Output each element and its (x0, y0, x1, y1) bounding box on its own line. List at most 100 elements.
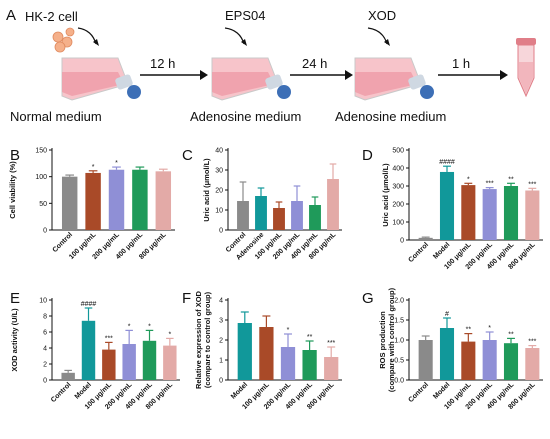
arrowhead-icon (200, 70, 208, 80)
bar (259, 327, 274, 380)
significance-marker: * (168, 331, 171, 338)
cell-cluster-icon (52, 27, 75, 53)
y-tick-label: 4 (219, 298, 223, 305)
arrowhead-icon (500, 70, 508, 80)
y-tick-label: 4 (43, 346, 47, 353)
y-tick-label: 40 (215, 148, 223, 155)
category-label: Control (50, 381, 73, 404)
bar (85, 172, 101, 230)
bar (302, 350, 317, 380)
arrowhead-icon (345, 70, 353, 80)
arrowhead-icon (241, 39, 247, 46)
bar (327, 179, 339, 230)
step-2-label: EPS04 (225, 8, 265, 23)
panel-letter-f: F (182, 290, 191, 307)
curved-arrow-icon (77, 27, 97, 45)
bar (122, 344, 136, 380)
significance-marker: * (488, 325, 491, 332)
significance-marker: *** (528, 181, 536, 188)
significance-marker: # (445, 311, 449, 318)
bar (61, 176, 78, 230)
panel-letter-c: C (182, 147, 193, 164)
y-tick-label: 200 (392, 202, 404, 209)
flask-icon (211, 57, 291, 101)
significance-marker: * (115, 160, 118, 167)
y-tick-label: 0 (43, 378, 47, 385)
bar (418, 340, 433, 380)
bar (503, 343, 519, 380)
microtube-icon (516, 38, 536, 98)
bar (525, 348, 540, 380)
significance-marker: * (287, 327, 290, 334)
step-2-medium: Adenosine medium (190, 109, 301, 124)
bar (461, 185, 476, 240)
step-1-label: HK-2 cell (25, 9, 78, 24)
panel-a-schematic: A Normal medium HK-2 cell 12 h EPS04 (6, 7, 536, 124)
bar (525, 190, 540, 240)
bar (291, 201, 303, 230)
category-label: Model (74, 381, 93, 400)
bar (237, 201, 249, 230)
y-tick-label: 100 (35, 174, 47, 181)
step-1-medium: Normal medium (10, 109, 102, 124)
y-tick-label: 30 (215, 168, 223, 175)
bar (255, 196, 267, 230)
step-3-medium: Adenosine medium (335, 109, 446, 124)
significance-marker: #### (439, 159, 455, 166)
arrow-1h-label: 1 h (452, 56, 470, 71)
bar (280, 347, 296, 380)
arrow-24h-label: 24 h (302, 56, 327, 71)
bar (418, 237, 433, 240)
panel-letter-g: G (362, 290, 374, 307)
chart-panel-e: E 0 2 4 6 8 10 XOD activity (U/L) Control #### Mod… (10, 290, 180, 411)
y-axis-label: ROS production (378, 311, 387, 369)
flask-icon (354, 57, 434, 101)
bar (237, 323, 252, 380)
y-tick-label: 1 (219, 358, 223, 365)
y-tick-label: 0 (219, 228, 223, 235)
category-label: Model (432, 381, 451, 400)
significance-marker: #### (81, 301, 97, 308)
bar (81, 320, 96, 380)
category-label: Model (230, 381, 249, 400)
significance-marker: *** (528, 339, 536, 346)
y-axis-label: Relative expression of XOD (194, 290, 203, 389)
bar (309, 205, 321, 230)
category-label: Control (52, 231, 75, 254)
y-tick-label: 0.5 (394, 358, 404, 365)
y-tick-label: 0 (400, 238, 404, 245)
bar (439, 328, 455, 380)
arrowhead-icon (93, 39, 99, 46)
y-tick-label: 0 (43, 228, 47, 235)
panel-letter-b: B (10, 147, 20, 164)
bar (102, 349, 116, 380)
significance-marker: * (128, 323, 131, 330)
significance-marker: *** (486, 181, 494, 188)
bar (132, 169, 148, 230)
y-tick-label: 2 (219, 338, 223, 345)
y-tick-label: 500 (392, 148, 404, 155)
y-tick-label: 6 (43, 330, 47, 337)
significance-marker: *** (327, 340, 335, 347)
y-tick-label: 1.0 (394, 338, 404, 345)
curved-arrow-icon (367, 27, 388, 45)
bar (439, 171, 455, 240)
y-axis-label: (compare with control group) (387, 287, 396, 392)
significance-marker: ** (466, 327, 472, 334)
chart-panel-g: G 0.0 0.5 1.0 1.5 2.0 ROS production (compare w… (362, 287, 543, 411)
arrowhead-icon (384, 39, 390, 46)
panel-letter-e: E (10, 290, 20, 307)
y-axis-label: (compare to control group) (203, 291, 212, 388)
y-tick-label: 50 (39, 201, 47, 208)
bar (273, 208, 285, 230)
bar (108, 169, 125, 230)
significance-marker: * (92, 164, 95, 171)
y-tick-label: 10 (39, 298, 47, 305)
significance-marker: ** (508, 176, 514, 183)
y-tick-label: 8 (43, 314, 47, 321)
bar (503, 186, 519, 240)
